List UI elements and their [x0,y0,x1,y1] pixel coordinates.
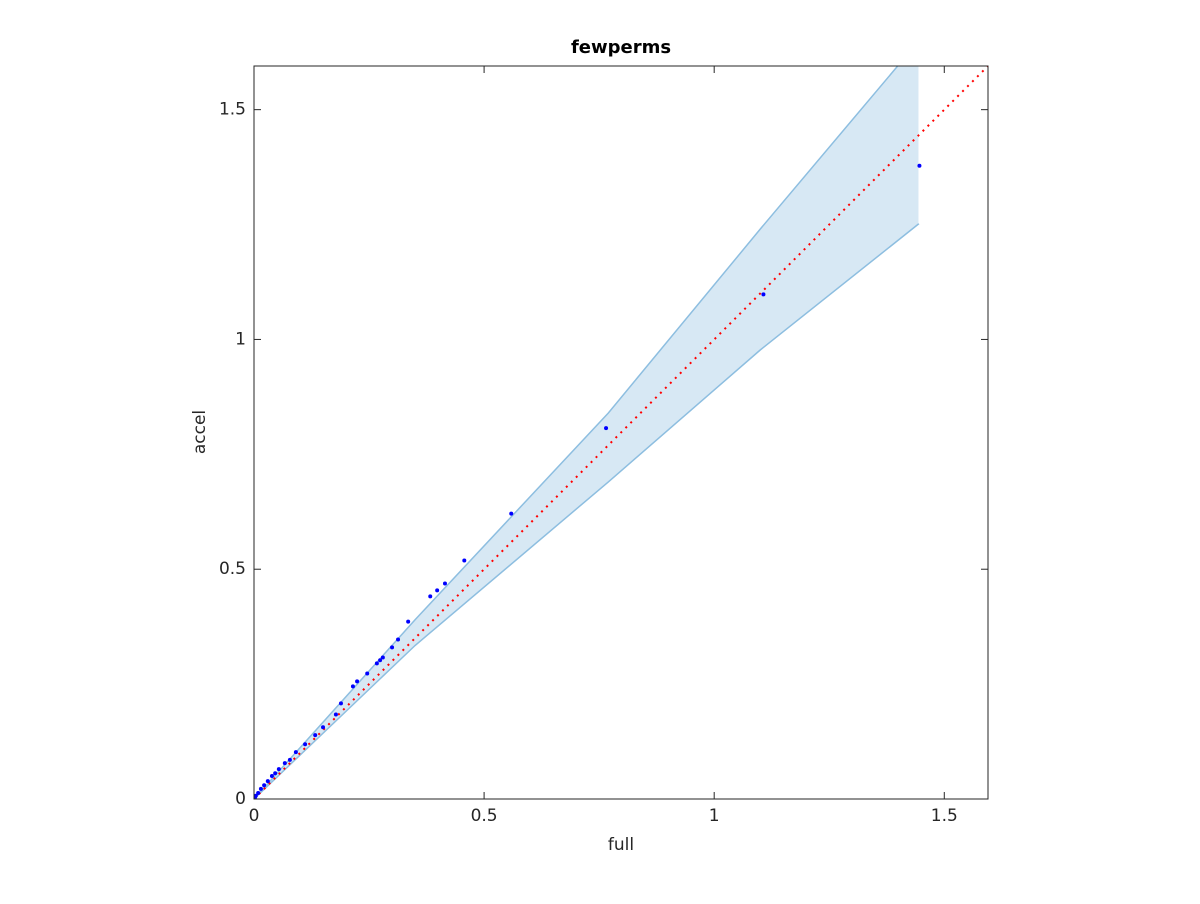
point [509,511,514,516]
point [276,767,281,772]
band-upper [254,66,899,799]
y-tick-label: 0.5 [219,559,246,579]
point [435,588,440,593]
reference-line [254,66,988,799]
confidence-band [254,66,919,799]
point [761,292,766,297]
point [350,684,355,689]
y-tick-label: 0 [235,789,246,809]
point [390,645,395,650]
chart-title: fewperms [571,37,671,58]
x-tick-label: 1.5 [931,806,958,826]
point [406,619,411,624]
x-axis-label: full [608,835,634,855]
point [321,725,326,730]
point [462,558,467,563]
y-tick-label: 1.5 [219,100,246,120]
point [287,757,292,762]
point [355,679,360,684]
plot-area [254,66,988,799]
point [374,661,379,666]
point [265,779,270,784]
axes-box [253,65,989,800]
point [917,163,922,168]
point [313,733,318,738]
point [333,712,338,717]
x-tick-label: 1 [709,806,720,826]
y-axis-label: accel [190,410,210,454]
point [293,750,298,755]
point [282,761,287,766]
band-lower [254,223,920,799]
point [254,795,257,799]
point [365,671,370,676]
point [428,594,433,599]
x-tick-label: 0 [249,806,260,826]
point [380,655,385,660]
point [604,426,609,431]
point [258,786,263,791]
point [303,742,308,747]
point [442,581,447,586]
y-tick-label: 1 [235,329,246,349]
point [269,774,274,779]
x-tick-label: 0.5 [471,806,498,826]
point [262,783,267,788]
point [378,658,383,663]
point [396,637,401,642]
point [273,771,278,776]
point [338,701,343,706]
point [256,791,261,796]
